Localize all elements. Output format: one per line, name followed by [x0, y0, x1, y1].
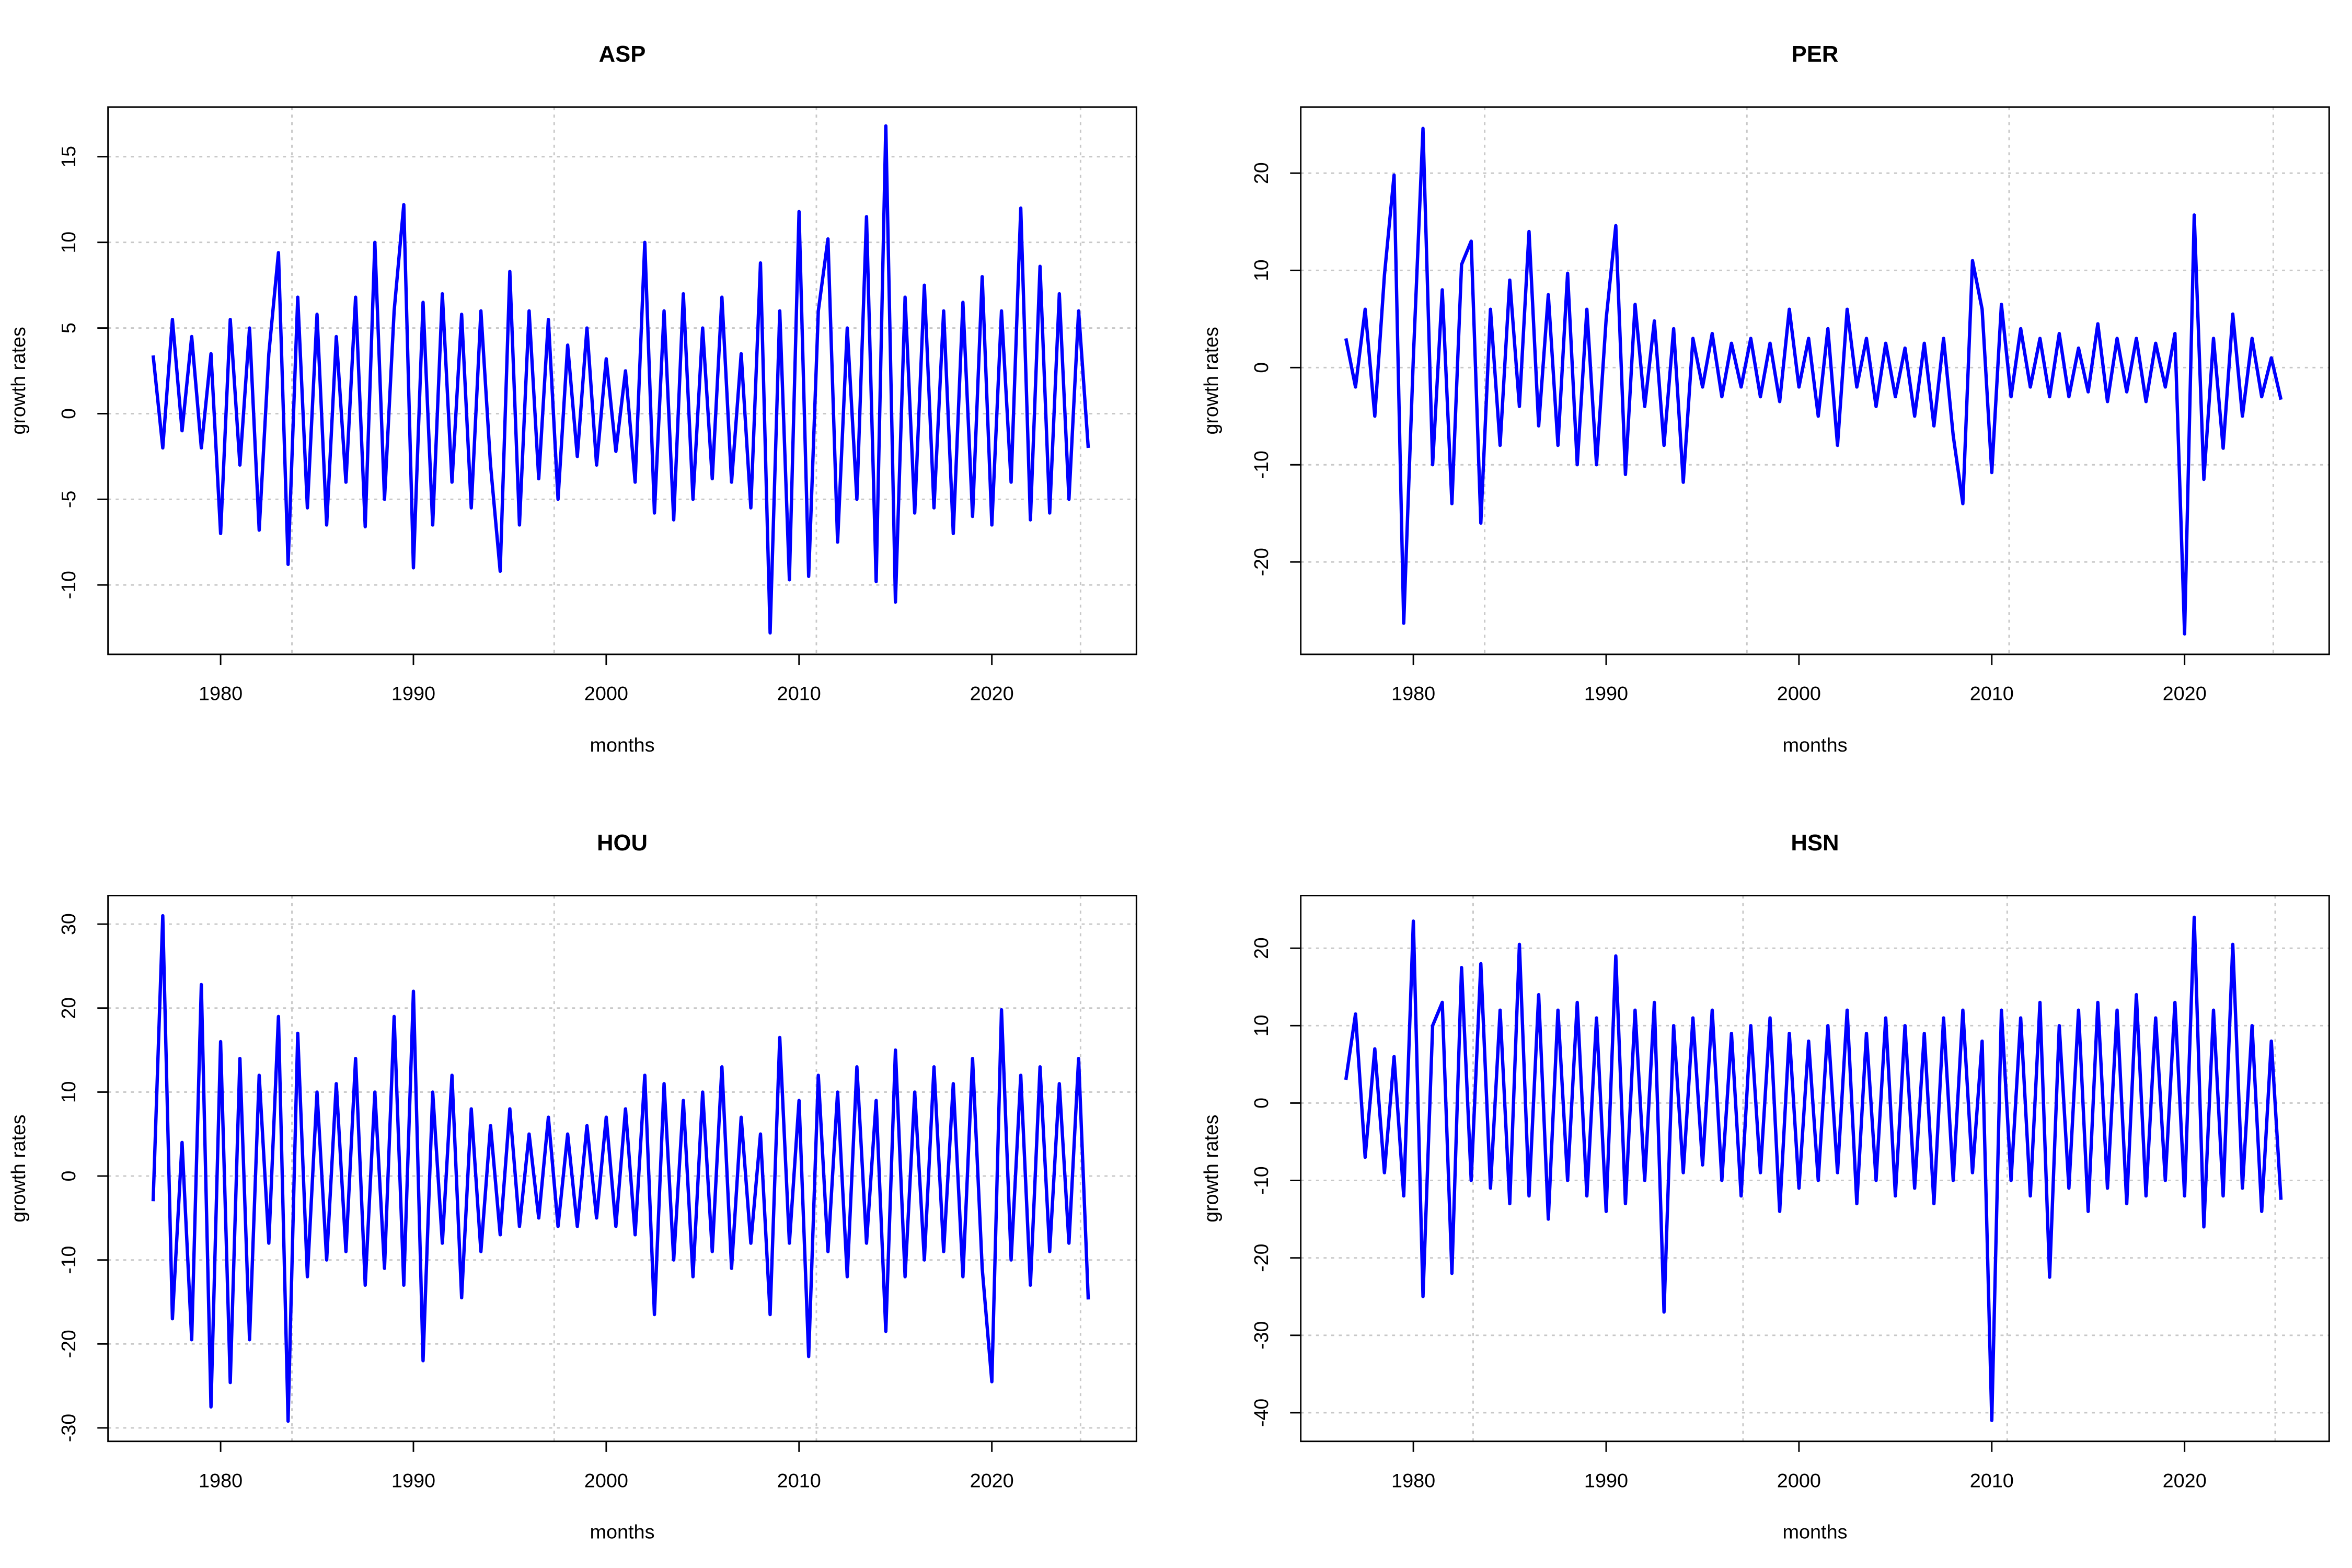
x-axis-label: months: [590, 734, 654, 756]
plot-frame: [1300, 106, 2330, 655]
y-axis-label: growth rates: [7, 327, 29, 434]
x-axis-label: months: [590, 1521, 654, 1543]
y-axis-label: growth rates: [1200, 1114, 1222, 1222]
y-tick-label: 20: [57, 997, 79, 1019]
series-line: [151, 914, 1090, 1423]
plot-frame: [107, 895, 1137, 1443]
chart-title: HOU: [597, 831, 648, 856]
y-tick-label: 20: [1250, 937, 1272, 959]
series-line: [151, 124, 1090, 635]
x-tick-label: 2000: [1777, 1470, 1821, 1492]
x-tick-label: 2000: [584, 683, 628, 705]
y-tick-label: 15: [57, 146, 79, 168]
x-tick-label: 1980: [1391, 1470, 1435, 1492]
x-tick-label: 1990: [391, 1470, 435, 1492]
x-tick-label: 2010: [777, 1470, 821, 1492]
y-tick-label: -10: [1250, 451, 1272, 479]
x-tick-label: 1980: [199, 1470, 243, 1492]
y-tick-label: -30: [1250, 1321, 1272, 1350]
chart-title: HSN: [1791, 831, 1839, 856]
y-tick-label: -20: [1250, 548, 1272, 576]
series-line: [1344, 126, 2283, 636]
y-tick-label: 0: [57, 408, 79, 419]
y-tick-label: -30: [57, 1414, 79, 1442]
y-tick-label: -10: [1250, 1166, 1272, 1194]
plot-frame: [1300, 895, 2330, 1443]
x-tick-label: 2020: [2163, 1470, 2207, 1492]
plot-frame: [107, 106, 1137, 655]
y-axis-label: growth rates: [1200, 327, 1222, 434]
y-tick-label: 10: [57, 232, 79, 253]
y-axis-label: growth rates: [7, 1114, 29, 1222]
x-tick-label: 1990: [1584, 683, 1628, 705]
y-tick-label: 10: [57, 1081, 79, 1103]
x-axis-label: months: [1782, 1521, 1847, 1543]
x-tick-label: 1980: [1391, 683, 1435, 705]
y-tick-label: 0: [1250, 362, 1272, 373]
x-tick-label: 1980: [199, 683, 243, 705]
y-tick-label: 10: [1250, 259, 1272, 281]
series-line: [1344, 915, 2283, 1422]
y-tick-label: -20: [57, 1330, 79, 1358]
y-tick-label: 10: [1250, 1014, 1272, 1036]
y-tick-label: -5: [57, 491, 79, 508]
x-tick-label: 1990: [1584, 1470, 1628, 1492]
y-tick-label: 20: [1250, 162, 1272, 184]
x-tick-label: 2020: [970, 1470, 1014, 1492]
x-tick-label: 2020: [970, 683, 1014, 705]
y-tick-label: 30: [57, 913, 79, 935]
x-axis-label: months: [1782, 734, 1847, 756]
y-tick-label: -10: [57, 1246, 79, 1274]
chart-title: PER: [1792, 42, 1839, 67]
x-tick-label: 2010: [1970, 683, 2014, 705]
x-tick-label: 2020: [2163, 683, 2207, 705]
x-tick-label: 2000: [584, 1470, 628, 1492]
y-tick-label: 0: [1250, 1098, 1272, 1109]
chart-title: ASP: [599, 42, 646, 67]
x-tick-label: 2010: [777, 683, 821, 705]
x-tick-label: 2000: [1777, 683, 1821, 705]
y-tick-label: 5: [57, 322, 79, 333]
x-tick-label: 1990: [391, 683, 435, 705]
y-tick-label: 0: [57, 1171, 79, 1182]
y-tick-label: -40: [1250, 1399, 1272, 1427]
y-tick-label: -20: [1250, 1244, 1272, 1272]
x-tick-label: 2010: [1970, 1470, 2014, 1492]
y-tick-label: -10: [57, 571, 79, 599]
